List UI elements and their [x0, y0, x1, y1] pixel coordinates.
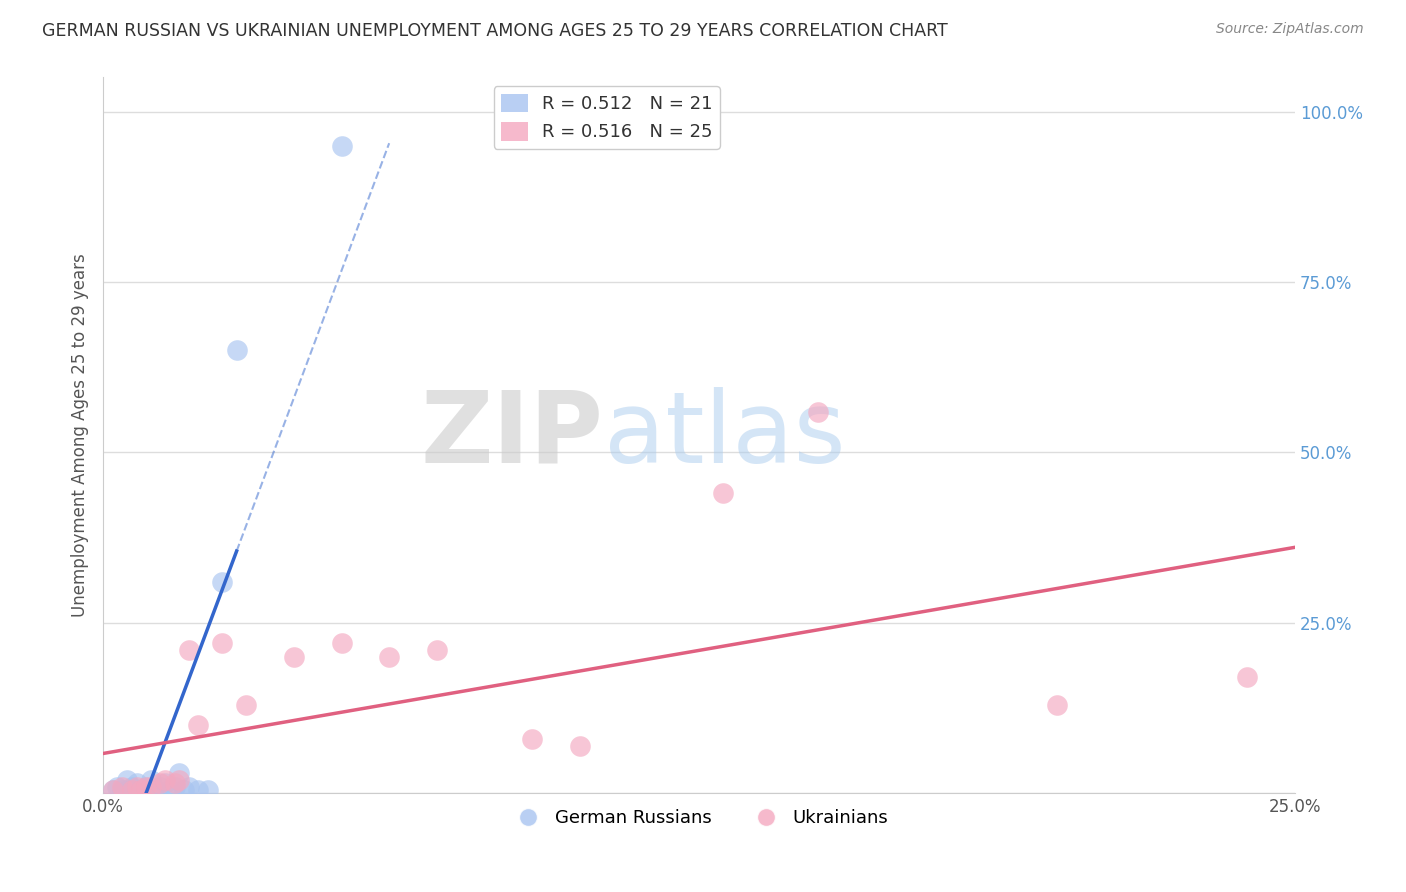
Point [145, 783, 167, 797]
Point [125, 776, 148, 790]
Point [149, 776, 172, 790]
Point [111, 780, 134, 794]
Point [129, 783, 152, 797]
Point [807, 404, 830, 418]
Point [187, 783, 209, 797]
Point [135, 780, 157, 794]
Point [139, 780, 162, 794]
Point [135, 780, 157, 794]
Text: atlas: atlas [603, 387, 845, 483]
Point [330, 636, 353, 650]
Point [169, 765, 191, 780]
Point [225, 343, 247, 358]
Point [159, 783, 181, 797]
Point [426, 643, 449, 657]
Text: GERMAN RUSSIAN VS UKRAINIAN UNEMPLOYMENT AMONG AGES 25 TO 29 YEARS CORRELATION C: GERMAN RUSSIAN VS UKRAINIAN UNEMPLOYMENT… [42, 22, 948, 40]
Point [163, 780, 186, 794]
Point [330, 138, 353, 153]
Y-axis label: Unemployment Among Ages 25 to 29 years: Unemployment Among Ages 25 to 29 years [72, 253, 89, 617]
Point [187, 718, 209, 732]
Point [115, 772, 138, 787]
Point [101, 783, 124, 797]
Point [1046, 698, 1069, 712]
Point [197, 783, 219, 797]
Point [153, 776, 176, 790]
Point [711, 486, 734, 500]
Point [125, 780, 148, 794]
Point [149, 780, 172, 794]
Text: Source: ZipAtlas.com: Source: ZipAtlas.com [1216, 22, 1364, 37]
Point [177, 643, 200, 657]
Point [235, 698, 257, 712]
Point [211, 636, 233, 650]
Text: ZIP: ZIP [420, 387, 603, 483]
Point [107, 780, 129, 794]
Point [283, 650, 305, 665]
Legend: German Russians, Ukrainians: German Russians, Ukrainians [502, 802, 896, 834]
Point [169, 772, 191, 787]
Point [153, 772, 176, 787]
Point [111, 783, 134, 797]
Point [129, 783, 152, 797]
Point [121, 783, 143, 797]
Point [163, 776, 186, 790]
Point [177, 780, 200, 794]
Point [211, 574, 233, 589]
Point [568, 739, 591, 753]
Point [1236, 670, 1258, 684]
Point [115, 783, 138, 797]
Point [173, 783, 195, 797]
Point [101, 783, 124, 797]
Point [139, 772, 162, 787]
Point [522, 731, 544, 746]
Point [121, 780, 143, 794]
Point [378, 650, 401, 665]
